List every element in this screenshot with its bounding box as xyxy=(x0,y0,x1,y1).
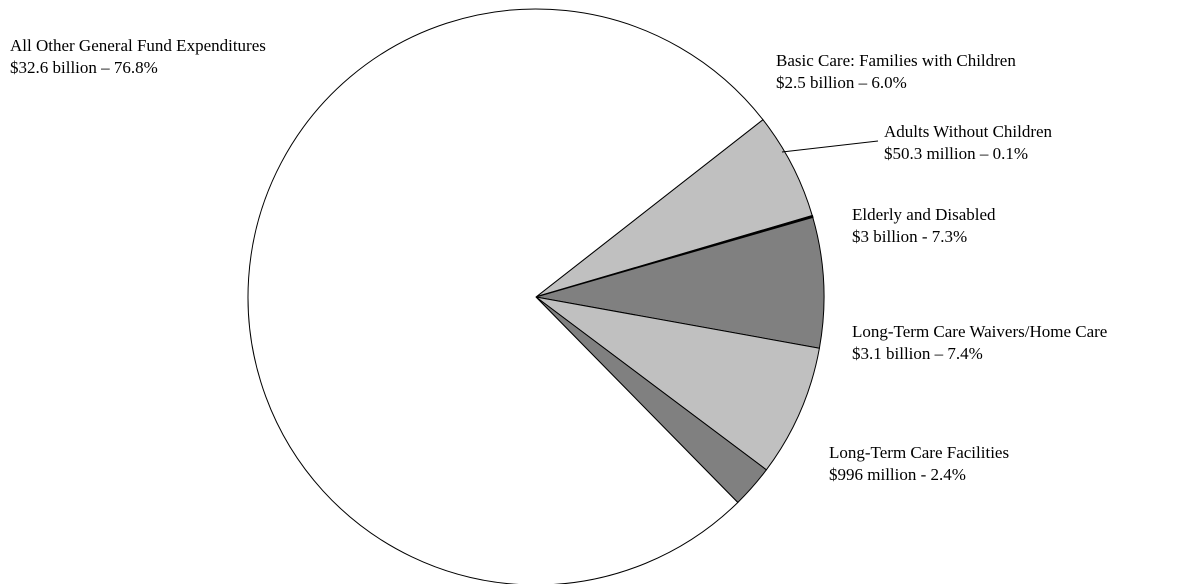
label-all-other-expenditures: All Other General Fund Expenditures $32.… xyxy=(10,35,266,79)
label-adults-without-children: Adults Without Children $50.3 million – … xyxy=(884,121,1052,165)
label-adults-without-children-amount: $50.3 million – 0.1% xyxy=(884,144,1029,163)
label-basic-care-families: Basic Care: Families with Children $2.5 … xyxy=(776,50,1016,94)
slice-ltc-waivers-home-care xyxy=(535,296,820,471)
label-ltc-waivers-home-care: Long-Term Care Waivers/Home Care $3.1 bi… xyxy=(852,321,1107,365)
label-ltc-waivers-home-care-amount: $3.1 billion – 7.4% xyxy=(852,344,983,363)
label-elderly-disabled: Elderly and Disabled $3 billion - 7.3% xyxy=(852,204,996,248)
label-elderly-disabled-name: Elderly and Disabled xyxy=(852,205,996,224)
slice-elderly-disabled xyxy=(535,216,825,349)
label-ltc-waivers-home-care-name: Long-Term Care Waivers/Home Care xyxy=(852,322,1108,341)
label-all-other-expenditures-amount: $32.6 billion – 76.8% xyxy=(10,58,158,77)
label-basic-care-families-name: Basic Care: Families with Children xyxy=(776,51,1016,70)
label-ltc-facilities: Long-Term Care Facilities $996 million -… xyxy=(829,442,1009,486)
leader-line-adults-without-children xyxy=(781,140,879,153)
label-ltc-facilities-amount: $996 million - 2.4% xyxy=(829,465,966,484)
label-adults-without-children-name: Adults Without Children xyxy=(884,122,1053,141)
label-elderly-disabled-amount: $3 billion - 7.3% xyxy=(852,227,968,246)
label-basic-care-families-amount: $2.5 billion – 6.0% xyxy=(776,73,907,92)
slice-all-other-expenditures xyxy=(247,8,764,584)
label-ltc-facilities-name: Long-Term Care Facilities xyxy=(829,443,1010,462)
label-all-other-expenditures-name: All Other General Fund Expenditures xyxy=(10,36,266,55)
